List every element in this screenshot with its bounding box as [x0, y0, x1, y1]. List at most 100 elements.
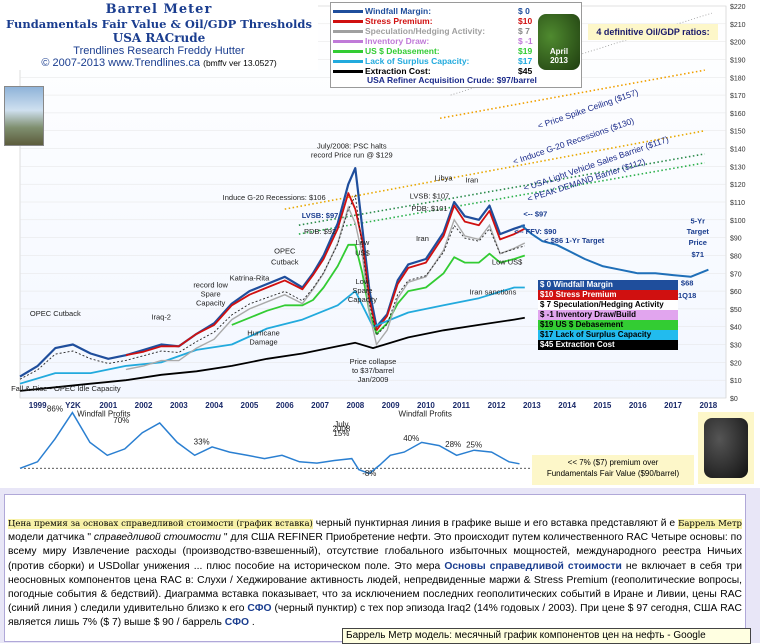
y-tick-label: $20	[730, 360, 742, 367]
annotation-label: Price	[689, 238, 707, 247]
series-line-lack-of-surplus-capacity	[19, 286, 525, 385]
x-tick-label: 2007	[311, 401, 329, 410]
annotation-label: 1Q18	[678, 291, 696, 300]
annotation-label: Katrina-Rita	[230, 273, 270, 282]
legend-swatch	[333, 30, 363, 34]
x-tick-label: 2013	[523, 401, 541, 410]
annotation-label: PDB: $101	[411, 204, 447, 213]
annotation-label: record low	[193, 281, 228, 290]
annotation-label: Iran	[465, 175, 478, 184]
legend-label: US $ Debasement:	[365, 46, 440, 56]
y-axis: $0 $10 $20 $30 $40 $50 $60 $70 $80 $90 $100 $110 $12…	[730, 4, 746, 403]
legend-value: $ -1	[518, 36, 533, 46]
y-tick-label: $70	[730, 271, 742, 278]
y-tick-label: $130	[730, 164, 746, 171]
y-tick-label: $110	[730, 200, 745, 207]
desc-part: Баррель Метр	[678, 519, 742, 529]
side-legend-row: $ -1 Inventory Draw/Build	[538, 310, 678, 320]
legend-row: Lack of Surplus Capacity: $17	[333, 56, 532, 66]
barrel-icon	[704, 418, 748, 478]
threshold-line	[298, 162, 705, 235]
side-legend-row: $10 Stress Premium	[538, 290, 678, 300]
fair-value-dashed-line	[19, 194, 525, 380]
x-tick-label: 2006	[276, 401, 294, 410]
annotation-label: 5-Yr	[690, 216, 705, 225]
credit-line: Trendlines Research Freddy Hutter	[73, 45, 245, 57]
annotation-label: Damage	[249, 338, 277, 347]
annotation-label: Price collapse	[350, 357, 397, 366]
series-line-stress-premium	[125, 192, 526, 357]
y-tick-label: $90	[730, 236, 742, 243]
series-line-forecast	[520, 224, 709, 278]
annotation-label: Hurricane	[247, 329, 280, 338]
legend-value: $17	[518, 56, 533, 66]
annotation-label: PDB: $92	[304, 227, 336, 236]
annotation-label: record Price run @ $129	[311, 150, 393, 159]
y-tick-label: $30	[730, 343, 742, 350]
desc-part: справедливой стоимости	[93, 532, 221, 544]
description-panel: Цена премия за основах справедливой стои…	[0, 488, 760, 643]
legend-swatch	[333, 60, 363, 64]
annotation-label: LVSB: $107	[410, 191, 449, 200]
badge-year: 2013	[550, 56, 568, 65]
x-tick-label: 2002	[135, 401, 153, 410]
annotation-label: Induce G-20 Recessions: $106	[223, 193, 326, 202]
legend-value: $10	[518, 16, 533, 26]
side-legend-row: $ 0 Windfall Margin	[538, 280, 678, 290]
annotation-label: Spare	[201, 289, 221, 298]
chart-title: Barrel Meter	[105, 2, 213, 17]
annotation-label: Fall & Rise - OPEC Idle Capacity	[11, 384, 121, 393]
series-lines	[19, 167, 709, 392]
mini-premium-line	[19, 411, 520, 475]
annotation-label: $68	[681, 279, 694, 288]
chart-subtitle: Fundamentals Fair Value & Oil/GDP Thresh…	[6, 17, 312, 31]
threshold-line	[439, 69, 705, 120]
annotation-label: July/2008: PSC halts	[317, 142, 387, 151]
legend-label: Lack of Surplus Capacity:	[365, 56, 470, 66]
y-tick-label: $180	[730, 75, 746, 82]
annotation-label: Low	[356, 238, 370, 247]
y-tick-label: $220	[730, 4, 746, 11]
x-tick-label: 2012	[488, 401, 506, 410]
legend-row: Extraction Cost: $45	[333, 66, 532, 76]
x-tick-label: 2001	[99, 401, 117, 410]
mini-label: 28%	[445, 440, 461, 449]
annotation-label: < $86 1-Yr Target	[544, 236, 605, 245]
side-legend-row: $ 7 Speculation/Hedging Activity	[538, 300, 678, 310]
april-2013-barrel-badge: April 2013	[538, 14, 582, 72]
description-text: Цена премия за основах справедливой стои…	[8, 517, 742, 631]
barrel-icon	[538, 14, 580, 70]
annotation-label: Target	[687, 227, 710, 236]
y-tick-label: $50	[730, 307, 742, 314]
x-tick-label: 2015	[594, 401, 612, 410]
mini-label: Windfall Profits	[77, 409, 130, 418]
annotation-label: Low US$	[492, 257, 523, 266]
badge-month: April	[549, 47, 569, 56]
x-axis: 1999 Y2K 2001 2002 2003 2004 2005 2006 2007 2008 2…	[29, 401, 718, 410]
annotation-label: Cutback	[271, 257, 299, 266]
annotation-label: to $37/barrel	[352, 366, 394, 375]
image-tooltip: Баррель Метр модель: месячный график ком…	[342, 628, 751, 644]
legend-side: $ 0 Windfall Margin $10 Stress Premium $ 7…	[538, 280, 678, 350]
mini-label: 2008	[332, 424, 350, 433]
annotation-label: Iran	[416, 234, 429, 243]
annotation-label: Iraq-2	[151, 313, 171, 322]
annotation-label: OPEC Cutback	[30, 309, 81, 318]
series-line-extraction-cost	[19, 316, 525, 392]
desc-part: черный пунктирная линия в графике выше и…	[312, 518, 679, 529]
annotation-label: Spare	[352, 286, 372, 295]
legend-row: Stress Premium: $10	[333, 16, 532, 26]
threshold-line	[298, 153, 705, 226]
speculation-band-line	[125, 205, 526, 371]
desc-part: Основы справедливой стоимости	[444, 560, 622, 572]
mini-label: -8%	[362, 469, 376, 478]
x-tick-label: 1999	[29, 401, 47, 410]
copyright-line: © 2007-2013 www.Trendlines.ca (bmffv ver…	[41, 57, 277, 69]
x-tick-label: 2008	[346, 401, 364, 410]
legend-value: $ 0	[518, 6, 530, 16]
legend-value: $45	[518, 66, 533, 76]
legend-value: $19	[518, 46, 533, 56]
refinery-thumbnail-image	[4, 86, 44, 146]
x-tick-label: 2010	[417, 401, 435, 410]
